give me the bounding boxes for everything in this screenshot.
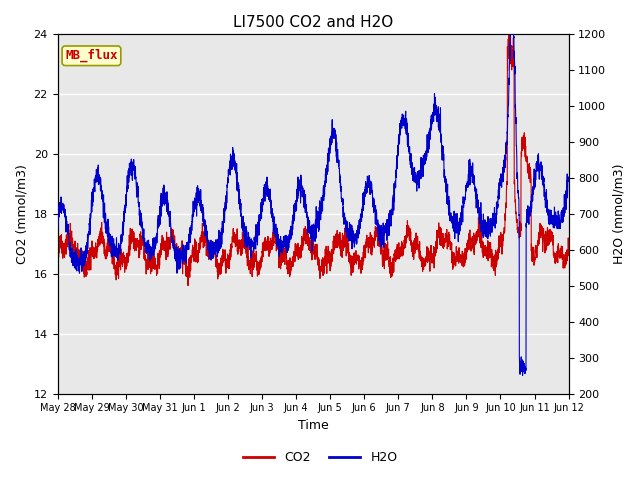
Legend: CO2, H2O: CO2, H2O bbox=[237, 446, 403, 469]
Text: MB_flux: MB_flux bbox=[65, 49, 118, 62]
Y-axis label: CO2 (mmol/m3): CO2 (mmol/m3) bbox=[15, 164, 28, 264]
X-axis label: Time: Time bbox=[298, 419, 328, 432]
Y-axis label: H2O (mmol/m3): H2O (mmol/m3) bbox=[612, 164, 625, 264]
Title: LI7500 CO2 and H2O: LI7500 CO2 and H2O bbox=[233, 15, 393, 30]
